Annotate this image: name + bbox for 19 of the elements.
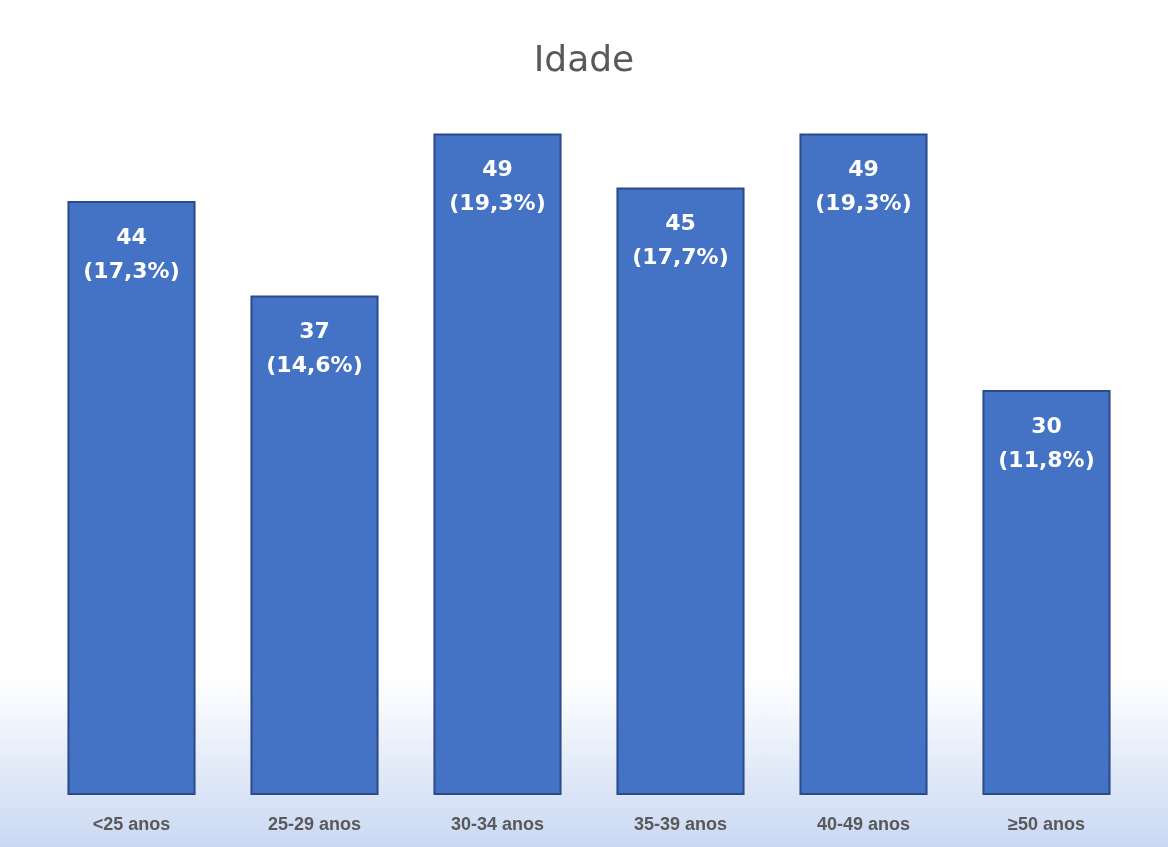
x-tick-label: ≥50 anos <box>1008 814 1085 834</box>
data-label: 44 (17,3%) <box>83 223 180 283</box>
data-label: 45 (17,7%) <box>632 210 729 269</box>
chart-title: Idade <box>533 37 635 79</box>
bar <box>799 133 928 795</box>
bar <box>67 201 196 795</box>
x-tick-label: <25 anos <box>92 814 171 834</box>
data-label: 30 (11,8%) <box>998 412 1095 472</box>
data-label: 49 (19,3%) <box>449 156 546 215</box>
data-label: 37 (14,6%) <box>266 318 363 377</box>
data-label: 49 (19,3%) <box>815 156 912 215</box>
bar <box>982 390 1111 795</box>
x-tick-label: 25-29 anos <box>267 814 362 834</box>
x-tick-label: 40-49 anos <box>816 814 911 834</box>
bar <box>250 295 379 795</box>
bar <box>433 133 562 795</box>
bar <box>616 187 745 795</box>
x-tick-label: 35-39 anos <box>633 814 728 834</box>
x-tick-label: 30-34 anos <box>450 814 545 834</box>
